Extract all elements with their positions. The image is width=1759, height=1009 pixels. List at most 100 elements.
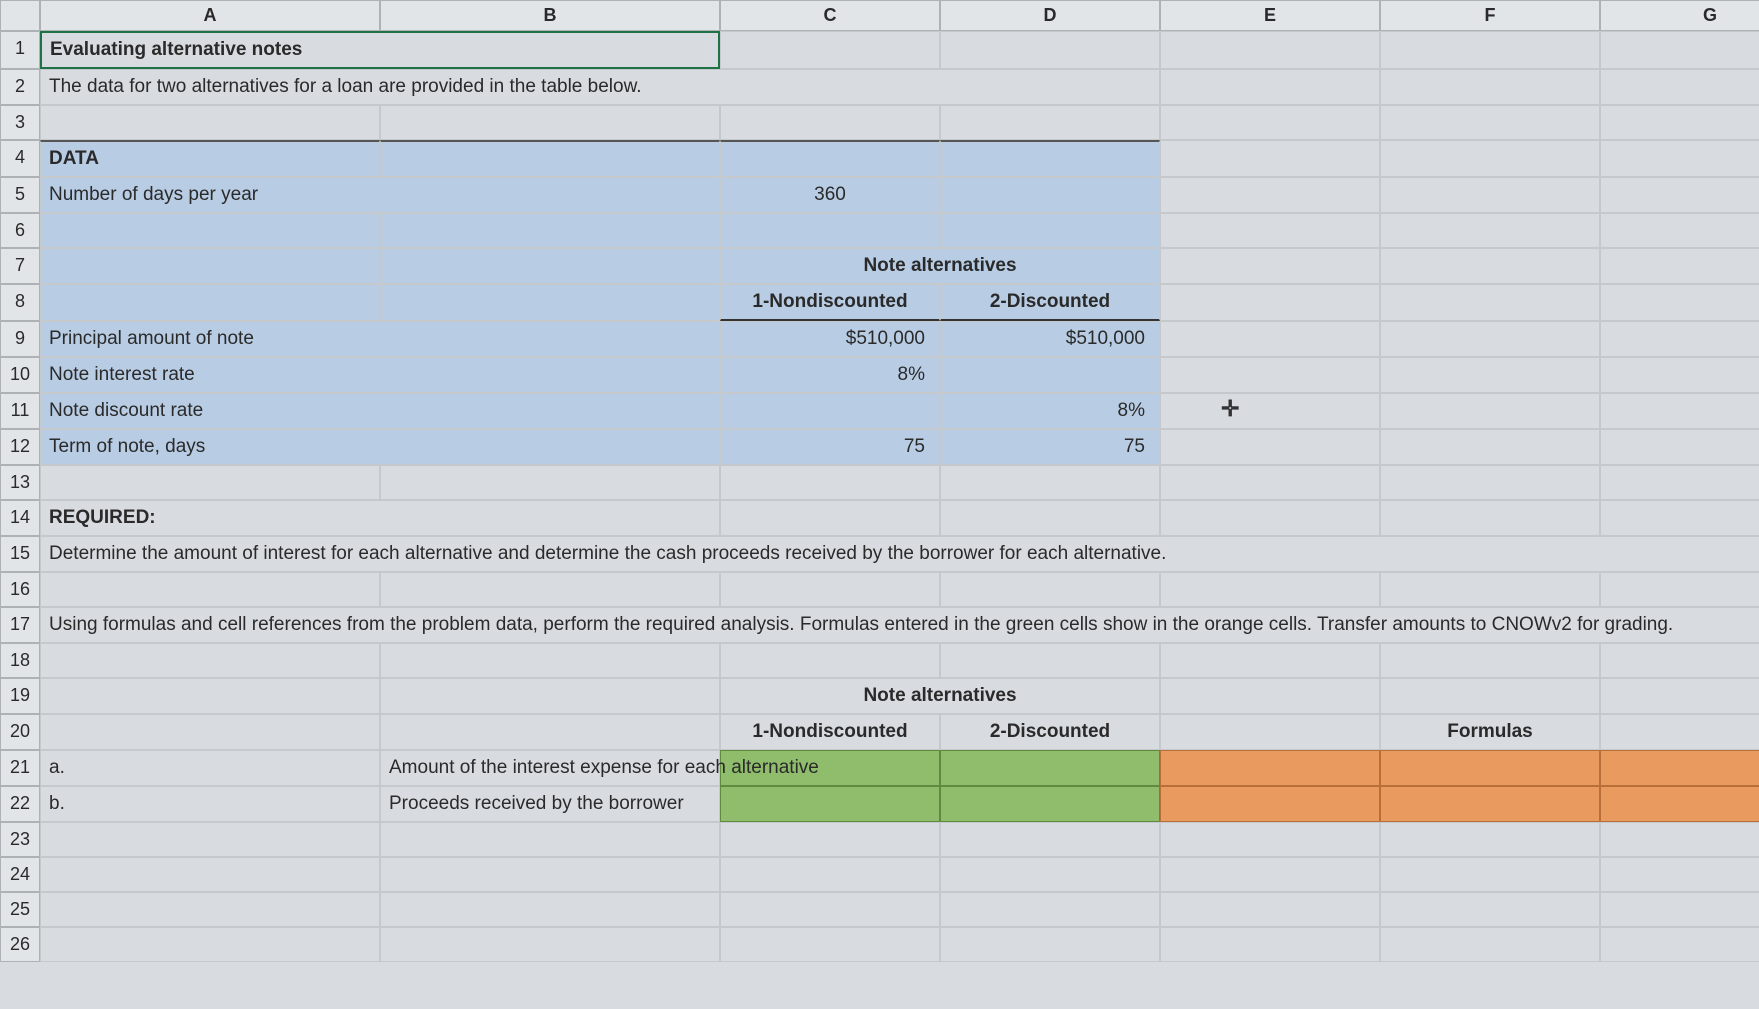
- cell-b19[interactable]: [380, 678, 720, 714]
- cell-f13[interactable]: [1380, 465, 1600, 500]
- cell-e6[interactable]: [1160, 213, 1380, 248]
- row-header-18[interactable]: 18: [0, 643, 40, 678]
- cell-e3[interactable]: [1160, 105, 1380, 140]
- row-header-11[interactable]: 11: [0, 393, 40, 429]
- cell-a15[interactable]: Determine the amount of interest for eac…: [40, 536, 1759, 572]
- cell-e21[interactable]: [1160, 750, 1380, 786]
- cell-a25[interactable]: [40, 892, 380, 927]
- cell-b7[interactable]: [380, 248, 720, 284]
- cell-a14[interactable]: REQUIRED:: [40, 500, 720, 536]
- row-header-26[interactable]: 26: [0, 927, 40, 962]
- cell-e26[interactable]: [1160, 927, 1380, 962]
- cell-g9[interactable]: [1600, 321, 1759, 357]
- cell-a10[interactable]: Note interest rate: [40, 357, 720, 393]
- cell-d12[interactable]: 75: [940, 429, 1160, 465]
- cell-a9[interactable]: Principal amount of note: [40, 321, 720, 357]
- cell-g24[interactable]: [1600, 857, 1759, 892]
- cell-c3[interactable]: [720, 105, 940, 140]
- cell-e11[interactable]: ✛: [1160, 393, 1380, 429]
- cell-d20[interactable]: 2-Discounted: [940, 714, 1160, 750]
- spreadsheet-grid[interactable]: A B C D E F G 1 Evaluating alternative n…: [0, 0, 1759, 962]
- cell-g11[interactable]: [1600, 393, 1759, 429]
- col-header-f[interactable]: F: [1380, 0, 1600, 31]
- row-header-10[interactable]: 10: [0, 357, 40, 393]
- row-header-15[interactable]: 15: [0, 536, 40, 572]
- col-header-c[interactable]: C: [720, 0, 940, 31]
- cell-f18[interactable]: [1380, 643, 1600, 678]
- cell-a12[interactable]: Term of note, days: [40, 429, 720, 465]
- cell-b16[interactable]: [380, 572, 720, 607]
- row-header-1[interactable]: 1: [0, 31, 40, 69]
- cell-g13[interactable]: [1600, 465, 1759, 500]
- col-header-a[interactable]: A: [40, 0, 380, 31]
- cell-g20[interactable]: [1600, 714, 1759, 750]
- col-header-e[interactable]: E: [1160, 0, 1380, 31]
- cell-f6[interactable]: [1380, 213, 1600, 248]
- cell-e16[interactable]: [1160, 572, 1380, 607]
- cell-c25[interactable]: [720, 892, 940, 927]
- cell-b20[interactable]: [380, 714, 720, 750]
- cell-c1[interactable]: [720, 31, 940, 69]
- cell-c20[interactable]: 1-Nondiscounted: [720, 714, 940, 750]
- cell-f19[interactable]: [1380, 678, 1600, 714]
- cell-f14[interactable]: [1380, 500, 1600, 536]
- cell-g18[interactable]: [1600, 643, 1759, 678]
- cell-e23[interactable]: [1160, 822, 1380, 857]
- cell-c5[interactable]: 360: [720, 177, 940, 213]
- col-header-g[interactable]: G: [1600, 0, 1759, 31]
- cell-f9[interactable]: [1380, 321, 1600, 357]
- cell-a6[interactable]: [40, 213, 380, 248]
- cell-c8[interactable]: 1-Nondiscounted: [720, 284, 940, 321]
- cell-f12[interactable]: [1380, 429, 1600, 465]
- cell-c26[interactable]: [720, 927, 940, 962]
- cell-b24[interactable]: [380, 857, 720, 892]
- cell-d21[interactable]: [940, 750, 1160, 786]
- row-header-7[interactable]: 7: [0, 248, 40, 284]
- cell-a17[interactable]: Using formulas and cell references from …: [40, 607, 1759, 643]
- cell-b3[interactable]: [380, 105, 720, 140]
- cell-d18[interactable]: [940, 643, 1160, 678]
- row-header-16[interactable]: 16: [0, 572, 40, 607]
- cell-f26[interactable]: [1380, 927, 1600, 962]
- cell-e18[interactable]: [1160, 643, 1380, 678]
- cell-d8[interactable]: 2-Discounted: [940, 284, 1160, 321]
- cell-f3[interactable]: [1380, 105, 1600, 140]
- cell-a11[interactable]: Note discount rate: [40, 393, 720, 429]
- cell-c10[interactable]: 8%: [720, 357, 940, 393]
- cell-d10[interactable]: [940, 357, 1160, 393]
- cell-b21[interactable]: Amount of the interest expense for each …: [380, 750, 720, 786]
- cell-c12[interactable]: 75: [720, 429, 940, 465]
- cell-c19[interactable]: Note alternatives: [720, 678, 1160, 714]
- cell-c23[interactable]: [720, 822, 940, 857]
- cell-g8[interactable]: [1600, 284, 1759, 321]
- cell-g14[interactable]: [1600, 500, 1759, 536]
- row-header-13[interactable]: 13: [0, 465, 40, 500]
- cell-b23[interactable]: [380, 822, 720, 857]
- cell-e12[interactable]: [1160, 429, 1380, 465]
- cell-c9[interactable]: $510,000: [720, 321, 940, 357]
- cell-b4[interactable]: [380, 140, 720, 177]
- cell-e25[interactable]: [1160, 892, 1380, 927]
- cell-c6[interactable]: [720, 213, 940, 248]
- cell-e4[interactable]: [1160, 140, 1380, 177]
- cell-f24[interactable]: [1380, 857, 1600, 892]
- cell-a3[interactable]: [40, 105, 380, 140]
- cell-e13[interactable]: [1160, 465, 1380, 500]
- cell-a2[interactable]: The data for two alternatives for a loan…: [40, 69, 1160, 105]
- cell-g1[interactable]: [1600, 31, 1759, 69]
- cell-g4[interactable]: [1600, 140, 1759, 177]
- cell-d13[interactable]: [940, 465, 1160, 500]
- cell-c18[interactable]: [720, 643, 940, 678]
- cell-e5[interactable]: [1160, 177, 1380, 213]
- cell-f5[interactable]: [1380, 177, 1600, 213]
- cell-a16[interactable]: [40, 572, 380, 607]
- cell-a8[interactable]: [40, 284, 380, 321]
- row-header-5[interactable]: 5: [0, 177, 40, 213]
- cell-a21[interactable]: a.: [40, 750, 380, 786]
- cell-d4[interactable]: [940, 140, 1160, 177]
- cell-f16[interactable]: [1380, 572, 1600, 607]
- cell-e7[interactable]: [1160, 248, 1380, 284]
- row-header-24[interactable]: 24: [0, 857, 40, 892]
- cell-e8[interactable]: [1160, 284, 1380, 321]
- cell-f22[interactable]: [1380, 786, 1600, 822]
